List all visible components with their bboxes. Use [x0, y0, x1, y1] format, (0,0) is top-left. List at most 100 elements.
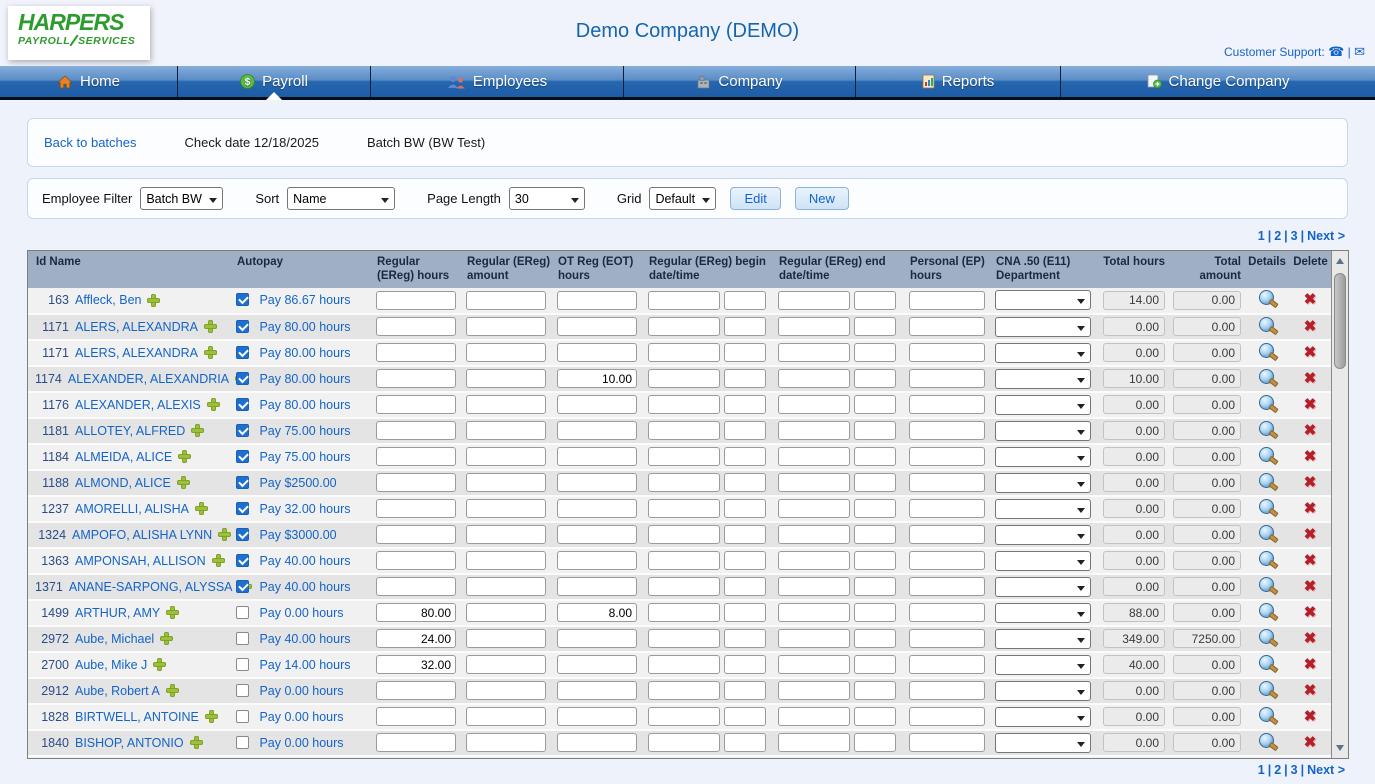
autopay-checkbox[interactable]	[236, 372, 249, 385]
delete-row-icon[interactable]: ✖	[1304, 682, 1317, 699]
regular-amount-input[interactable]	[466, 551, 546, 570]
autopay-checkbox[interactable]	[236, 554, 249, 567]
regular-amount-input[interactable]	[466, 577, 546, 596]
edit-button[interactable]: Edit	[730, 187, 780, 210]
autopay-checkbox[interactable]	[236, 736, 249, 749]
table-scrollbar[interactable]	[1331, 251, 1348, 758]
details-magnifier-icon[interactable]	[1259, 421, 1274, 436]
end-date-input[interactable]	[778, 603, 850, 622]
personal-hours-input[interactable]	[909, 655, 985, 674]
add-pay-line-icon[interactable]	[147, 294, 160, 307]
ot-hours-input[interactable]	[557, 447, 637, 466]
department-select[interactable]	[995, 369, 1091, 389]
add-pay-line-icon[interactable]	[166, 684, 179, 697]
end-date-input[interactable]	[778, 629, 850, 648]
regular-amount-input[interactable]	[466, 395, 546, 414]
department-select[interactable]	[995, 655, 1091, 675]
personal-hours-input[interactable]	[909, 603, 985, 622]
details-magnifier-icon[interactable]	[1259, 290, 1274, 305]
department-select[interactable]	[995, 603, 1091, 623]
end-time-input[interactable]	[854, 629, 896, 648]
delete-row-icon[interactable]: ✖	[1304, 344, 1317, 361]
page-link-1[interactable]: 1	[1258, 763, 1265, 777]
details-magnifier-icon[interactable]	[1259, 707, 1274, 722]
end-time-input[interactable]	[854, 343, 896, 362]
details-magnifier-icon[interactable]	[1259, 551, 1274, 566]
add-pay-line-icon[interactable]	[191, 424, 204, 437]
next-page-link[interactable]: Next >	[1307, 229, 1345, 243]
end-date-input[interactable]	[778, 525, 850, 544]
page-length-select[interactable]: 30	[509, 187, 585, 210]
autopay-checkbox[interactable]	[236, 476, 249, 489]
personal-hours-input[interactable]	[909, 395, 985, 414]
regular-hours-input[interactable]	[376, 681, 456, 700]
delete-row-icon[interactable]: ✖	[1304, 578, 1317, 595]
ot-hours-input[interactable]	[557, 655, 637, 674]
add-pay-line-icon[interactable]	[212, 554, 225, 567]
details-magnifier-icon[interactable]	[1259, 317, 1274, 332]
ot-hours-input[interactable]	[557, 603, 637, 622]
end-date-input[interactable]	[778, 291, 850, 310]
personal-hours-input[interactable]	[909, 343, 985, 362]
scrollbar-thumb[interactable]	[1334, 273, 1346, 369]
delete-row-icon[interactable]: ✖	[1304, 734, 1317, 751]
ot-hours-input[interactable]	[557, 395, 637, 414]
autopay-checkbox[interactable]	[236, 450, 249, 463]
begin-date-input[interactable]	[648, 499, 720, 518]
regular-hours-input[interactable]	[376, 395, 456, 414]
add-pay-line-icon[interactable]	[205, 710, 218, 723]
personal-hours-input[interactable]	[909, 369, 985, 388]
regular-hours-input[interactable]	[376, 577, 456, 596]
employee-name-link[interactable]: ALMEIDA, ALICE	[75, 450, 172, 464]
autopay-checkbox[interactable]	[236, 502, 249, 515]
end-date-input[interactable]	[778, 369, 850, 388]
ot-hours-input[interactable]	[557, 733, 637, 752]
end-time-input[interactable]	[854, 473, 896, 492]
end-date-input[interactable]	[778, 447, 850, 466]
employee-name-link[interactable]: ANANE-SARPONG, ALYSSA	[69, 580, 233, 594]
employee-name-link[interactable]: Aube, Michael	[75, 632, 154, 646]
regular-amount-input[interactable]	[466, 629, 546, 648]
add-pay-line-icon[interactable]	[218, 528, 230, 541]
next-page-link[interactable]: Next >	[1307, 763, 1345, 777]
begin-time-input[interactable]	[724, 499, 766, 518]
delete-row-icon[interactable]: ✖	[1304, 604, 1317, 621]
regular-hours-input[interactable]	[376, 707, 456, 726]
add-pay-line-icon[interactable]	[153, 658, 166, 671]
add-pay-line-icon[interactable]	[177, 476, 190, 489]
autopay-checkbox[interactable]	[236, 580, 249, 593]
regular-amount-input[interactable]	[466, 317, 546, 336]
department-select[interactable]	[995, 421, 1091, 441]
begin-time-input[interactable]	[724, 291, 766, 310]
begin-date-input[interactable]	[648, 551, 720, 570]
page-link-1[interactable]: 1	[1258, 229, 1265, 243]
end-time-input[interactable]	[854, 603, 896, 622]
delete-row-icon[interactable]: ✖	[1304, 291, 1317, 308]
regular-amount-input[interactable]	[466, 655, 546, 674]
details-magnifier-icon[interactable]	[1259, 629, 1274, 644]
end-date-input[interactable]	[778, 733, 850, 752]
end-time-input[interactable]	[854, 395, 896, 414]
employee-name-link[interactable]: ALERS, ALEXANDRA	[75, 320, 198, 334]
regular-amount-input[interactable]	[466, 473, 546, 492]
end-date-input[interactable]	[778, 473, 850, 492]
personal-hours-input[interactable]	[909, 473, 985, 492]
add-pay-line-icon[interactable]	[204, 320, 217, 333]
department-select[interactable]	[995, 395, 1091, 415]
department-select[interactable]	[995, 343, 1091, 363]
employee-name-link[interactable]: ALLOTEY, ALFRED	[75, 424, 185, 438]
end-date-input[interactable]	[778, 655, 850, 674]
tab-reports[interactable]: Reports	[856, 66, 1061, 97]
begin-date-input[interactable]	[648, 603, 720, 622]
personal-hours-input[interactable]	[909, 499, 985, 518]
details-magnifier-icon[interactable]	[1259, 733, 1274, 748]
ot-hours-input[interactable]	[557, 291, 637, 310]
regular-amount-input[interactable]	[466, 525, 546, 544]
add-pay-line-icon[interactable]	[178, 450, 191, 463]
regular-amount-input[interactable]	[466, 369, 546, 388]
phone-icon[interactable]: ☎	[1328, 44, 1344, 59]
department-select[interactable]	[995, 551, 1091, 571]
autopay-checkbox[interactable]	[236, 320, 249, 333]
end-time-input[interactable]	[854, 317, 896, 336]
delete-row-icon[interactable]: ✖	[1304, 318, 1317, 335]
